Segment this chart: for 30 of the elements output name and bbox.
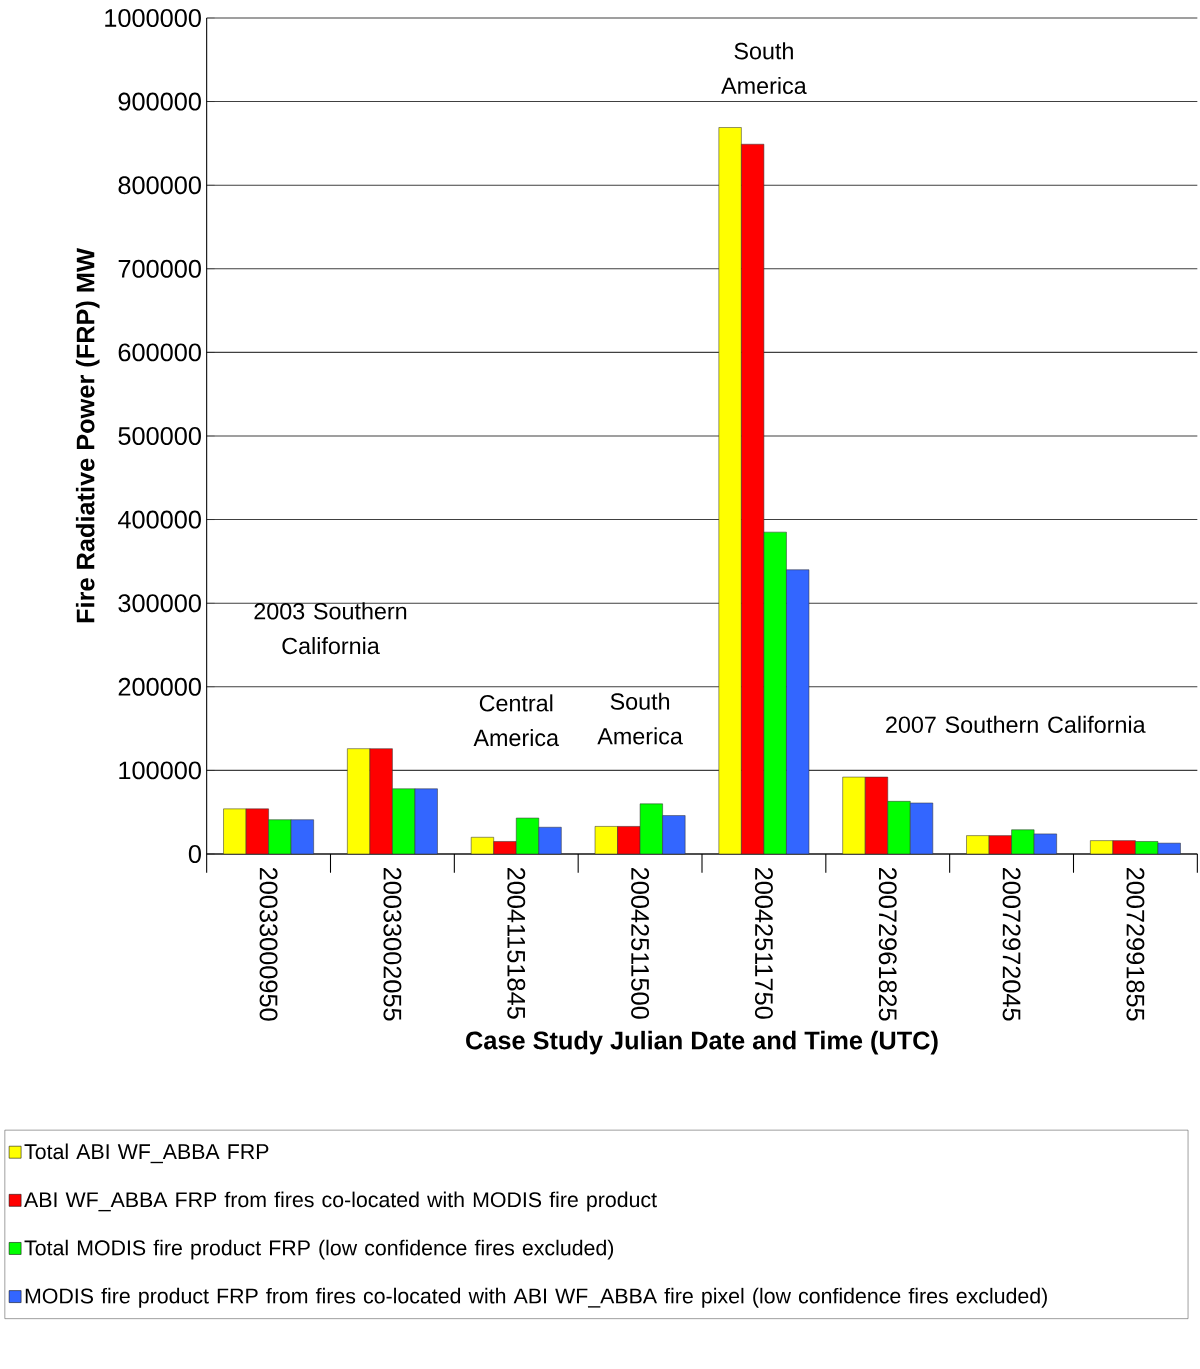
y-tick-label: 600000 (118, 343, 201, 362)
legend-label: ABI WF_ABBA FRP from fires co-located with MODIS fire product (24, 1191, 657, 1212)
y-tick-label: 1000000 (105, 9, 201, 27)
y-tick-label: 0 (188, 845, 201, 863)
y-tick-label: 400000 (118, 510, 201, 529)
x-tick-label: 20033002055 (383, 867, 402, 1021)
x-tick-label: 20072991855 (1126, 867, 1145, 1021)
x-axis-title: Case Study Julian Date and Time (UTC) (466, 1030, 938, 1055)
legend-label: Total MODIS fire product FRP (low confidence fires excluded) (24, 1239, 614, 1260)
x-tick-label: 20033000950 (259, 867, 278, 1021)
legend-label: MODIS fire product FRP from fires co-located with ABI WF_ABBA fire pixel (low confidence fires excluded) (25, 1287, 1047, 1308)
x-tick-label: 20041151845 (507, 867, 526, 1019)
legend-label: Total ABI WF_ABBA FRP (24, 1143, 269, 1164)
annotation: Central America (473, 694, 560, 747)
y-tick-label: 200000 (118, 677, 201, 696)
y-tick-label: 800000 (118, 176, 201, 195)
y-tick-label: 700000 (118, 259, 201, 278)
y-tick-label: 300000 (118, 594, 201, 613)
y-axis-title: Fire Radiative Power (FRP) MW (75, 248, 100, 623)
annotation: 2003 Southern California (254, 602, 407, 655)
annotation: 2007 Southern California (886, 715, 1146, 733)
x-tick-label: 20042511750 (754, 867, 773, 1019)
x-tick-label: 20042511500 (631, 867, 650, 1019)
annotation: South America (721, 42, 807, 95)
x-tick-label: 20072961825 (878, 867, 897, 1021)
y-tick-label: 900000 (118, 92, 201, 111)
y-tick-label: 500000 (118, 427, 201, 445)
x-tick-label: 20072972045 (1002, 867, 1021, 1021)
annotation: South America (597, 692, 683, 745)
y-tick-label: 100000 (119, 761, 201, 780)
